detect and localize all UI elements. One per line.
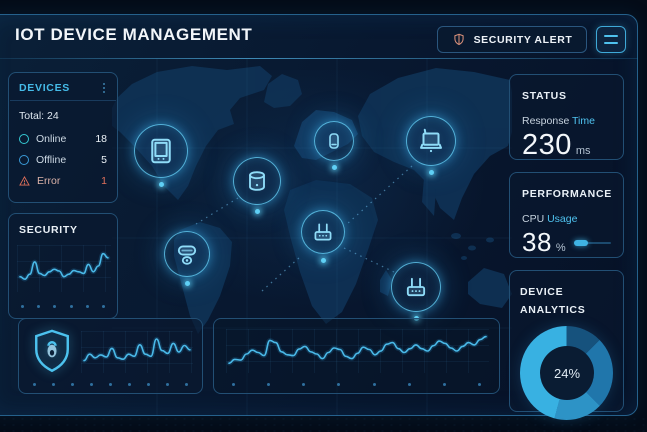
axis-ticks [21, 305, 105, 308]
cpu-usage-value: 38 % [522, 227, 611, 258]
axis-ticks [33, 383, 188, 386]
device-analytics-donut: 24% [520, 326, 613, 420]
devices-total: Total: 24 [19, 110, 59, 122]
security-alert-label: SECURITY ALERT [473, 33, 573, 46]
shield-lock-icon [35, 329, 69, 373]
error-warning-icon [19, 175, 30, 186]
analytics-panel-title: DEVICE ANALYTICS [520, 286, 586, 316]
kebab-menu-icon[interactable] [100, 82, 108, 94]
menu-icon [604, 35, 618, 37]
map-marker-laptop[interactable] [406, 116, 456, 175]
donut-center-value: 24% [553, 365, 581, 381]
network-activity-chart [226, 329, 489, 373]
shield-alert-icon [453, 33, 464, 46]
map-marker-database[interactable] [233, 157, 281, 214]
network-activity-panel [213, 318, 500, 394]
offline-status-icon [19, 154, 29, 165]
map-marker-router-1[interactable] [301, 210, 345, 263]
map-marker-media-device[interactable] [164, 231, 210, 286]
router-icon [406, 277, 426, 297]
status-panel-title: STATUS [522, 90, 567, 102]
performance-panel: PERFORMANCE CPU Usage 38 % [509, 172, 624, 258]
page-title: IOT DEVICE MANAGEMENT [15, 25, 253, 44]
axis-ticks [232, 383, 481, 386]
security-alert-button[interactable]: SECURITY ALERT [437, 26, 587, 53]
device-row-error: Error 1 [9, 170, 117, 191]
online-status-icon [19, 133, 29, 144]
map-marker-smart-speaker[interactable] [314, 121, 354, 170]
divider [10, 100, 116, 101]
laptop-icon [420, 128, 442, 153]
shield-activity-chart [81, 331, 193, 373]
device-analytics-panel: DEVICE ANALYTICS 24% [509, 270, 624, 420]
status-panel: STATUS Response Time 230 ms [509, 74, 624, 161]
response-time-value: 230 ms [522, 129, 591, 161]
menu-button[interactable] [596, 26, 626, 53]
media-device-icon [177, 245, 197, 265]
performance-panel-title: PERFORMANCE [522, 188, 612, 200]
response-time-label: Response Time [522, 115, 595, 127]
devices-panel-title: DEVICES [19, 82, 70, 94]
shield-activity-panel [18, 318, 203, 394]
security-panel: SECURITY [8, 213, 118, 319]
tablet-icon [151, 138, 171, 164]
security-trend-chart [17, 245, 111, 292]
device-row-offline: Offline 5 [9, 149, 117, 170]
map-marker-router-2[interactable] [391, 262, 441, 321]
smart-speaker-icon [329, 133, 339, 149]
cpu-usage-progress [573, 239, 611, 246]
database-icon [249, 171, 265, 191]
map-marker-tablet[interactable] [134, 124, 188, 187]
connection-lines [195, 165, 413, 292]
header-divider [0, 58, 638, 59]
devices-panel: DEVICES Total: 24 Online 18 Offline 5 Er… [8, 72, 118, 203]
router-icon [314, 223, 332, 241]
cpu-usage-label: CPU Usage [522, 213, 578, 225]
security-panel-title: SECURITY [19, 224, 78, 236]
device-row-online: Online 18 [9, 128, 117, 149]
